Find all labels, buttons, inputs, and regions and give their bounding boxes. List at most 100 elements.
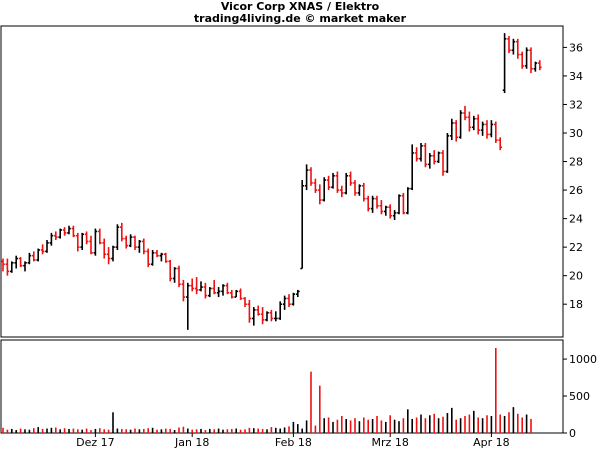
ohlc-bar — [296, 289, 300, 298]
ohlc-bar — [32, 251, 36, 262]
ohlc-bar — [436, 151, 441, 163]
ohlc-bar — [476, 114, 480, 135]
price-y-tick-label: 30 — [569, 127, 583, 140]
ohlc-bar — [45, 239, 49, 253]
ohlc-bar — [450, 118, 454, 141]
ohlc-bar — [181, 279, 186, 302]
ohlc-bar — [533, 61, 538, 72]
ohlc-bar — [203, 282, 208, 299]
ohlc-bar — [304, 164, 309, 191]
ohlc-bar — [353, 180, 357, 196]
ohlc-bar — [370, 195, 375, 213]
price-bars — [1, 33, 542, 330]
x-tick-label: Mrz 18 — [372, 436, 409, 449]
ohlc-bar — [344, 172, 348, 195]
ohlc-bar — [340, 185, 344, 198]
ohlc-bar — [485, 120, 489, 139]
ohlc-bar — [124, 235, 128, 249]
ohlc-bar — [1, 258, 5, 272]
ohlc-bar — [115, 224, 120, 250]
ohlc-bar — [375, 195, 379, 209]
ohlc-bar — [494, 121, 498, 143]
ohlc-bar — [379, 200, 384, 215]
ohlc-bar — [93, 228, 98, 256]
ohlc-bar — [454, 120, 458, 142]
volume-bars — [2, 348, 532, 433]
ohlc-bar — [300, 180, 304, 270]
ohlc-bar — [252, 307, 256, 326]
ohlc-bar — [10, 261, 14, 273]
ohlc-bar — [410, 144, 414, 191]
ohlc-bar — [463, 105, 467, 121]
ohlc-bar — [168, 259, 172, 282]
x-tick-label: Jan 18 — [174, 436, 209, 449]
ohlc-bar — [502, 33, 507, 94]
ohlc-bar — [538, 60, 542, 71]
ohlc-bar — [419, 142, 423, 162]
ohlc-bar — [498, 137, 502, 151]
x-tick-label: Apr 18 — [473, 436, 510, 449]
ohlc-bar — [142, 238, 146, 255]
ohlc-bar — [98, 228, 102, 245]
ohlc-bar — [212, 279, 216, 295]
volume-y-tick-label: 500 — [569, 390, 590, 403]
ohlc-bar — [128, 234, 133, 248]
ohlc-bar — [84, 231, 89, 245]
ohlc-bar — [102, 238, 106, 259]
ohlc-bar — [67, 225, 71, 235]
ohlc-bar — [111, 245, 115, 262]
ohlc-bar — [177, 265, 181, 288]
ohlc-bar — [40, 244, 45, 255]
ohlc-bar — [472, 115, 476, 131]
ohlc-bar — [414, 147, 419, 162]
ohlc-bar — [194, 277, 199, 295]
ohlc-bar — [441, 150, 445, 176]
ohlc-bar — [190, 278, 194, 292]
ohlc-bar — [384, 205, 388, 216]
ohlc-bar — [89, 235, 93, 255]
volume-y-tick-label: 0 — [569, 427, 576, 440]
ohlc-bar — [71, 225, 76, 238]
ohlc-bar — [269, 309, 274, 322]
ohlc-bar — [366, 195, 370, 212]
ohlc-bar — [76, 232, 80, 252]
ohlc-bar — [133, 235, 137, 250]
price-y-tick-label: 22 — [569, 241, 583, 254]
price-y-tick-label: 28 — [569, 156, 583, 169]
ohlc-bar — [480, 121, 485, 136]
ohlc-bar — [520, 51, 524, 69]
ohlc-bar — [27, 252, 32, 265]
ohlc-bar — [247, 299, 252, 323]
ohlc-bar — [225, 282, 230, 295]
ohlc-bar — [309, 167, 313, 186]
x-tick-label: Feb 18 — [275, 436, 312, 449]
ohlc-bar — [467, 111, 472, 132]
ohlc-bar — [388, 204, 392, 219]
ohlc-bar — [150, 249, 155, 266]
price-panel-frame — [0, 25, 564, 338]
ohlc-bar — [256, 305, 260, 316]
ohlc-bar — [80, 232, 84, 250]
ohlc-bar — [54, 231, 58, 240]
ohlc-bar — [238, 288, 243, 300]
axes: 18 20 22 24 26 28 30 32 34 36 0 500 1000 Dez 17 Jan 18… — [76, 41, 597, 449]
ohlc-bar — [326, 175, 331, 191]
ohlc-bar — [230, 289, 234, 299]
ohlc-bar — [489, 120, 494, 138]
ohlc-bar — [14, 255, 18, 269]
ohlc-bar — [458, 110, 463, 139]
ohlc-bar — [423, 142, 428, 168]
ohlc-bar — [401, 192, 406, 215]
ohlc-bar — [137, 239, 142, 253]
ohlc-bar — [274, 311, 278, 322]
ohlc-bar — [106, 247, 111, 265]
ohlc-bar — [155, 249, 159, 258]
price-y-tick-label: 24 — [569, 213, 583, 226]
ohlc-bar — [392, 210, 397, 221]
ohlc-bar — [445, 132, 450, 173]
ohlc-bar — [278, 301, 282, 320]
ohlc-bar — [62, 227, 67, 236]
ohlc-bar — [428, 152, 432, 169]
chart-subtitle: trading4living.de © market maker — [193, 12, 407, 25]
